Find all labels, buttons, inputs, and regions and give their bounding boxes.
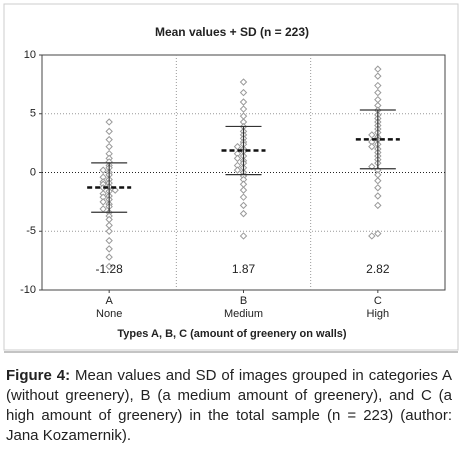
caption: Figure 4: Mean values and SD of images g… bbox=[6, 366, 452, 446]
x-tick-sublabel: High bbox=[367, 308, 390, 320]
data-point bbox=[239, 232, 248, 240]
x-tick-sublabel: Medium bbox=[224, 308, 263, 320]
data-point bbox=[374, 65, 382, 73]
data-point bbox=[368, 232, 376, 240]
data-point bbox=[239, 88, 248, 97]
chart-frame bbox=[3, 3, 459, 351]
x-tick-label: C bbox=[374, 295, 382, 307]
y-tick-label: 10 bbox=[24, 49, 36, 61]
data-point bbox=[239, 186, 248, 194]
data-point bbox=[368, 142, 376, 151]
data-point bbox=[105, 118, 113, 126]
value-label: 1.87 bbox=[232, 262, 256, 276]
data-point bbox=[105, 253, 113, 261]
data-point bbox=[374, 81, 382, 90]
x-tick-label: B bbox=[240, 295, 247, 307]
y-tick-label: -10 bbox=[20, 284, 36, 296]
chart: Mean values + SD (n = 223) Types A, B, C… bbox=[3, 3, 459, 353]
data-point bbox=[239, 201, 248, 210]
caption-text: Mean values and SD of images grouped in … bbox=[6, 367, 452, 444]
data-point bbox=[374, 72, 382, 80]
data-point bbox=[374, 192, 382, 200]
data-point bbox=[99, 166, 107, 174]
data-point bbox=[368, 162, 376, 171]
data-point bbox=[105, 245, 113, 253]
data-point bbox=[105, 142, 113, 151]
data-point bbox=[374, 88, 382, 97]
data-point bbox=[239, 78, 248, 86]
data-point bbox=[105, 262, 113, 271]
data-point bbox=[374, 201, 382, 210]
x-tick-label: A bbox=[105, 295, 113, 307]
x-tick-sublabel: None bbox=[96, 308, 122, 320]
y-tick-label: 5 bbox=[30, 108, 36, 120]
value-label: 2.82 bbox=[366, 262, 390, 276]
value-label: -1.28 bbox=[95, 262, 123, 276]
data-point bbox=[239, 105, 248, 113]
data-point bbox=[368, 131, 376, 139]
data-point bbox=[374, 184, 382, 192]
caption-label: Figure 4: bbox=[6, 367, 71, 384]
data-point bbox=[374, 229, 382, 238]
data-point bbox=[233, 166, 242, 174]
data-point bbox=[105, 135, 113, 144]
data-point bbox=[99, 198, 107, 206]
y-tick-label: 0 bbox=[30, 166, 36, 178]
data-point bbox=[105, 127, 113, 136]
data-point bbox=[239, 98, 248, 106]
chart-title: Mean values + SD (n = 223) bbox=[155, 25, 309, 39]
data-point bbox=[105, 227, 113, 235]
data-point bbox=[105, 236, 113, 245]
data-point bbox=[239, 209, 248, 218]
data-point bbox=[374, 177, 382, 185]
data-point bbox=[233, 154, 242, 163]
data-point bbox=[239, 193, 248, 201]
x-axis-label: Types A, B, C (amount of greenery on wal… bbox=[117, 328, 347, 340]
y-tick-label: -5 bbox=[26, 225, 36, 237]
